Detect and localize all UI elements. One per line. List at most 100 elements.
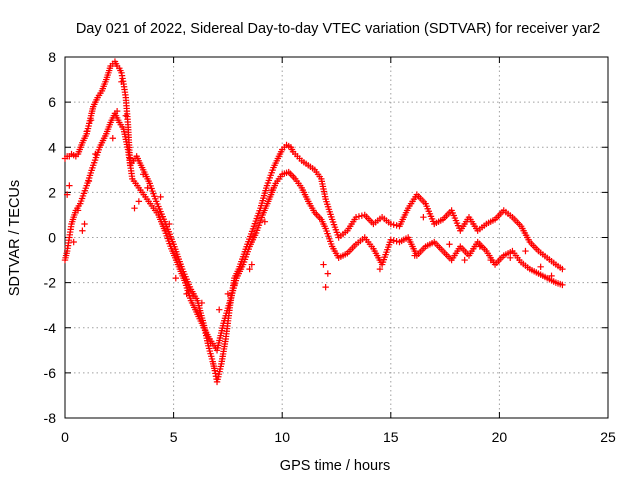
text-layer: Day 021 of 2022, Sidereal Day-to-day VTE… (7, 21, 616, 474)
upper-branch-point (550, 259, 557, 267)
upper-branch-point (208, 355, 216, 363)
upper-branch-point (429, 218, 437, 225)
lower-branch-point (245, 245, 252, 253)
upper-branch-point (321, 193, 329, 200)
scattered-points-point (63, 191, 71, 198)
scattered-points-point (198, 299, 206, 307)
scattered-points-point (376, 265, 384, 273)
upper-branch-point (277, 148, 285, 155)
scattered-points-point (118, 78, 125, 86)
scattered-points-point (81, 220, 88, 228)
scattered-points-point (172, 274, 179, 282)
lower-branch-point (67, 223, 75, 230)
scattered-points-point (522, 247, 529, 255)
lower-branch-point (541, 273, 549, 281)
upper-branch-point (285, 142, 292, 150)
lower-branch-point (328, 240, 335, 248)
upper-branch-point (211, 365, 218, 372)
scattered-points-point (74, 207, 82, 214)
upper-branch-point (263, 184, 270, 192)
lower-branch-point (303, 195, 311, 203)
scattered-points-point (92, 150, 99, 158)
upper-branch-point (249, 225, 257, 232)
scattered-points-point (461, 256, 468, 264)
upper-branch-point (446, 209, 454, 216)
upper-branch-point (273, 157, 280, 164)
lower-branch-point (195, 313, 202, 320)
lower-branch-point (524, 264, 531, 271)
upper-branch-point (393, 222, 400, 229)
lower-branch-point (251, 232, 259, 239)
lower-branch-point (219, 322, 227, 329)
x-tick-label: 25 (600, 429, 616, 445)
upper-branch-point (122, 91, 129, 99)
lower-branch-point (89, 164, 96, 172)
lower-branch-point (118, 123, 126, 131)
lower-branch-point (316, 214, 323, 221)
upper-branch-point (302, 160, 310, 167)
lower-branch-point (160, 225, 168, 232)
lower-branch-point (69, 216, 77, 223)
upper-branch-point (93, 96, 100, 104)
scattered-points-point (446, 241, 453, 248)
lower-branch-point (101, 132, 109, 140)
lower-branch-point (180, 274, 187, 282)
upper-branch-point (145, 177, 152, 185)
lower-branch-point (106, 121, 113, 128)
lower-branch-point (63, 250, 70, 257)
lower-branch-point (277, 173, 284, 180)
lower-branch-point (341, 251, 349, 258)
upper-branch-point (186, 283, 194, 291)
lower-branch-point (334, 252, 341, 259)
upper-branch-point (385, 219, 392, 226)
scattered-points-point (320, 261, 327, 268)
scattered-points-point (131, 204, 138, 212)
scattered-points-point (411, 252, 418, 259)
upper-branch-point (334, 231, 341, 239)
scattered-points-point (109, 135, 116, 142)
lower-branch-point (402, 235, 410, 242)
lower-branch-point (153, 209, 160, 216)
scattered-points-point (507, 254, 514, 262)
y-tick-label: -6 (44, 365, 57, 381)
upper-branch-point (355, 213, 363, 220)
upper-branch-point (117, 67, 124, 74)
scattered-points-point (548, 272, 555, 280)
upper-branch-point (557, 264, 564, 271)
lower-branch-point (128, 172, 136, 180)
upper-branch-point (97, 89, 104, 97)
lower-branch-point (498, 254, 506, 261)
scattered-points-point (87, 116, 95, 124)
upper-branch-point (78, 141, 85, 149)
scattered-points-point (231, 281, 238, 289)
upper-branch-point (351, 216, 358, 223)
scattered-points-point (268, 186, 275, 194)
lower-branch-point (65, 237, 73, 244)
upper-branch-point (89, 105, 96, 113)
upper-branch-point (296, 155, 303, 162)
lower-branch-point (238, 263, 246, 271)
upper-branch-point (341, 229, 349, 236)
upper-branch-point (288, 146, 296, 153)
upper-branch-point (138, 164, 146, 171)
scattered-points-point (66, 182, 73, 189)
upper-branch-point (533, 246, 540, 253)
lower-branch-point (167, 243, 174, 250)
scattered-points-point (176, 261, 184, 268)
lower-branch-point (321, 223, 328, 230)
scattered-points-point (324, 270, 332, 277)
lower-branch-point (232, 277, 240, 284)
upper-branch-point (420, 198, 428, 206)
upper-branch-point (102, 78, 109, 86)
upper-branch-point (437, 217, 444, 224)
lower-branch-point (386, 239, 394, 246)
x-tick-label: 5 (170, 429, 178, 445)
upper-branch-point (269, 166, 276, 174)
scattered-points-point (487, 256, 494, 264)
upper-branch-point (104, 71, 111, 79)
scattered-points-point (216, 306, 223, 313)
y-tick-label: -8 (44, 410, 57, 426)
lower-branch-point (437, 246, 445, 253)
y-tick-label: -4 (44, 320, 57, 336)
